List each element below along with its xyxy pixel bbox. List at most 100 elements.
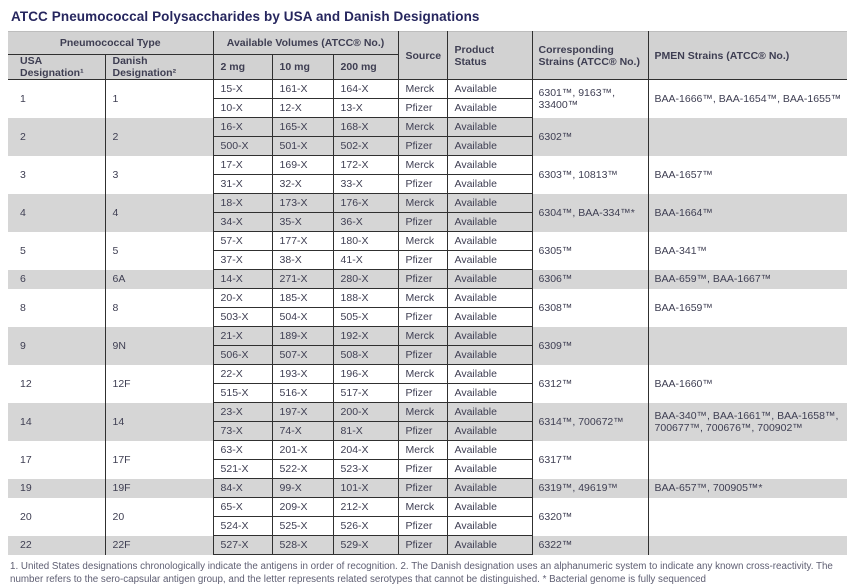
product-status-cell: Available xyxy=(447,365,532,384)
header-200mg: 200 mg xyxy=(333,55,398,80)
product-status-cell: Available xyxy=(447,498,532,517)
product-status-cell: Available xyxy=(447,99,532,118)
source-cell: Pfizer xyxy=(398,346,447,365)
source-cell: Merck xyxy=(398,441,447,460)
pmen-strains-cell: BAA-1666™, BAA-1654™, BAA-1655™ xyxy=(648,80,847,118)
volume-200mg-cell: 13-X xyxy=(333,99,398,118)
header-source: Source xyxy=(398,32,447,80)
corresponding-strains-cell: 6306™ xyxy=(532,270,648,289)
product-status-cell: Available xyxy=(447,479,532,498)
volume-2mg-cell: 31-X xyxy=(213,175,272,194)
volume-2mg-cell: 16-X xyxy=(213,118,272,137)
volume-200mg-cell: 280-X xyxy=(333,270,398,289)
volume-200mg-cell: 200-X xyxy=(333,403,398,422)
source-cell: Merck xyxy=(398,365,447,384)
corresponding-strains-cell: 6309™ xyxy=(532,327,648,365)
pmen-strains-cell: BAA-1659™ xyxy=(648,289,847,327)
usa-designation-cell: 20 xyxy=(8,498,105,536)
footnote-line-1: 1. United States designations chronologi… xyxy=(10,561,850,574)
header-pneumococcal-type: Pneumococcal Type xyxy=(8,32,213,55)
danish-designation-cell: 2 xyxy=(105,118,213,156)
volume-200mg-cell: 529-X xyxy=(333,536,398,555)
volume-200mg-cell: 204-X xyxy=(333,441,398,460)
volume-10mg-cell: 201-X xyxy=(272,441,333,460)
volume-10mg-cell: 507-X xyxy=(272,346,333,365)
pmen-strains-cell xyxy=(648,536,847,555)
danish-designation-cell: 22F xyxy=(105,536,213,555)
corresponding-strains-cell: 6304™, BAA-334™* xyxy=(532,194,648,232)
pmen-strains-cell: BAA-1664™ xyxy=(648,194,847,232)
usa-designation-cell: 9 xyxy=(8,327,105,365)
volume-200mg-cell: 172-X xyxy=(333,156,398,175)
product-status-cell: Available xyxy=(447,327,532,346)
source-cell: Pfizer xyxy=(398,270,447,289)
usa-designation-cell: 5 xyxy=(8,232,105,270)
corresponding-strains-cell: 6301™, 9163™, 33400™ xyxy=(532,80,648,118)
volume-2mg-cell: 63-X xyxy=(213,441,272,460)
pmen-strains-cell xyxy=(648,118,847,156)
product-status-cell: Available xyxy=(447,346,532,365)
source-cell: Pfizer xyxy=(398,175,447,194)
volume-10mg-cell: 177-X xyxy=(272,232,333,251)
source-cell: Merck xyxy=(398,327,447,346)
volume-200mg-cell: 176-X xyxy=(333,194,398,213)
product-status-cell: Available xyxy=(447,517,532,536)
header-2mg: 2 mg xyxy=(213,55,272,80)
product-status-cell: Available xyxy=(447,213,532,232)
usa-designation-cell: 14 xyxy=(8,403,105,441)
source-cell: Pfizer xyxy=(398,251,447,270)
product-status-cell: Available xyxy=(447,384,532,403)
table-header: Pneumococcal Type Available Volumes (ATC… xyxy=(8,32,847,80)
pmen-strains-cell: BAA-340™, BAA-1661™, BAA-1658™, 700677™,… xyxy=(648,403,847,441)
corresponding-strains-cell: 6320™ xyxy=(532,498,648,536)
volume-10mg-cell: 161-X xyxy=(272,80,333,99)
product-status-cell: Available xyxy=(447,422,532,441)
corresponding-strains-cell: 6317™ xyxy=(532,441,648,479)
volume-200mg-cell: 212-X xyxy=(333,498,398,517)
source-cell: Pfizer xyxy=(398,422,447,441)
volume-200mg-cell: 505-X xyxy=(333,308,398,327)
source-cell: Merck xyxy=(398,498,447,517)
footnote-line-2: number refers to the sero-capsular antig… xyxy=(10,574,850,586)
pmen-strains-cell xyxy=(648,327,847,365)
volume-10mg-cell: 32-X xyxy=(272,175,333,194)
pmen-strains-cell: BAA-657™, 700905™* xyxy=(648,479,847,498)
volume-10mg-cell: 99-X xyxy=(272,479,333,498)
source-cell: Pfizer xyxy=(398,536,447,555)
corresponding-strains-cell: 6322™ xyxy=(532,536,648,555)
danish-designation-cell: 19F xyxy=(105,479,213,498)
header-pmen-strains: PMEN Strains (ATCC® No.) xyxy=(648,32,847,80)
corresponding-strains-cell: 6308™ xyxy=(532,289,648,327)
volume-200mg-cell: 33-X xyxy=(333,175,398,194)
corresponding-strains-cell: 6305™ xyxy=(532,232,648,270)
danish-designation-cell: 9N xyxy=(105,327,213,365)
product-status-cell: Available xyxy=(447,80,532,99)
volume-10mg-cell: 209-X xyxy=(272,498,333,517)
source-cell: Merck xyxy=(398,403,447,422)
volume-2mg-cell: 20-X xyxy=(213,289,272,308)
volume-200mg-cell: 81-X xyxy=(333,422,398,441)
product-status-cell: Available xyxy=(447,194,532,213)
danish-designation-cell: 1 xyxy=(105,80,213,118)
source-cell: Pfizer xyxy=(398,137,447,156)
volume-10mg-cell: 173-X xyxy=(272,194,333,213)
corresponding-strains-cell: 6303™, 10813™ xyxy=(532,156,648,194)
usa-designation-cell: 6 xyxy=(8,270,105,289)
source-cell: Pfizer xyxy=(398,517,447,536)
pneumococcal-table: Pneumococcal Type Available Volumes (ATC… xyxy=(8,31,847,555)
volume-2mg-cell: 65-X xyxy=(213,498,272,517)
volume-2mg-cell: 527-X xyxy=(213,536,272,555)
source-cell: Pfizer xyxy=(398,213,447,232)
volume-10mg-cell: 169-X xyxy=(272,156,333,175)
header-available-volumes: Available Volumes (ATCC® No.) xyxy=(213,32,398,55)
volume-200mg-cell: 180-X xyxy=(333,232,398,251)
source-cell: Merck xyxy=(398,156,447,175)
volume-200mg-cell: 41-X xyxy=(333,251,398,270)
